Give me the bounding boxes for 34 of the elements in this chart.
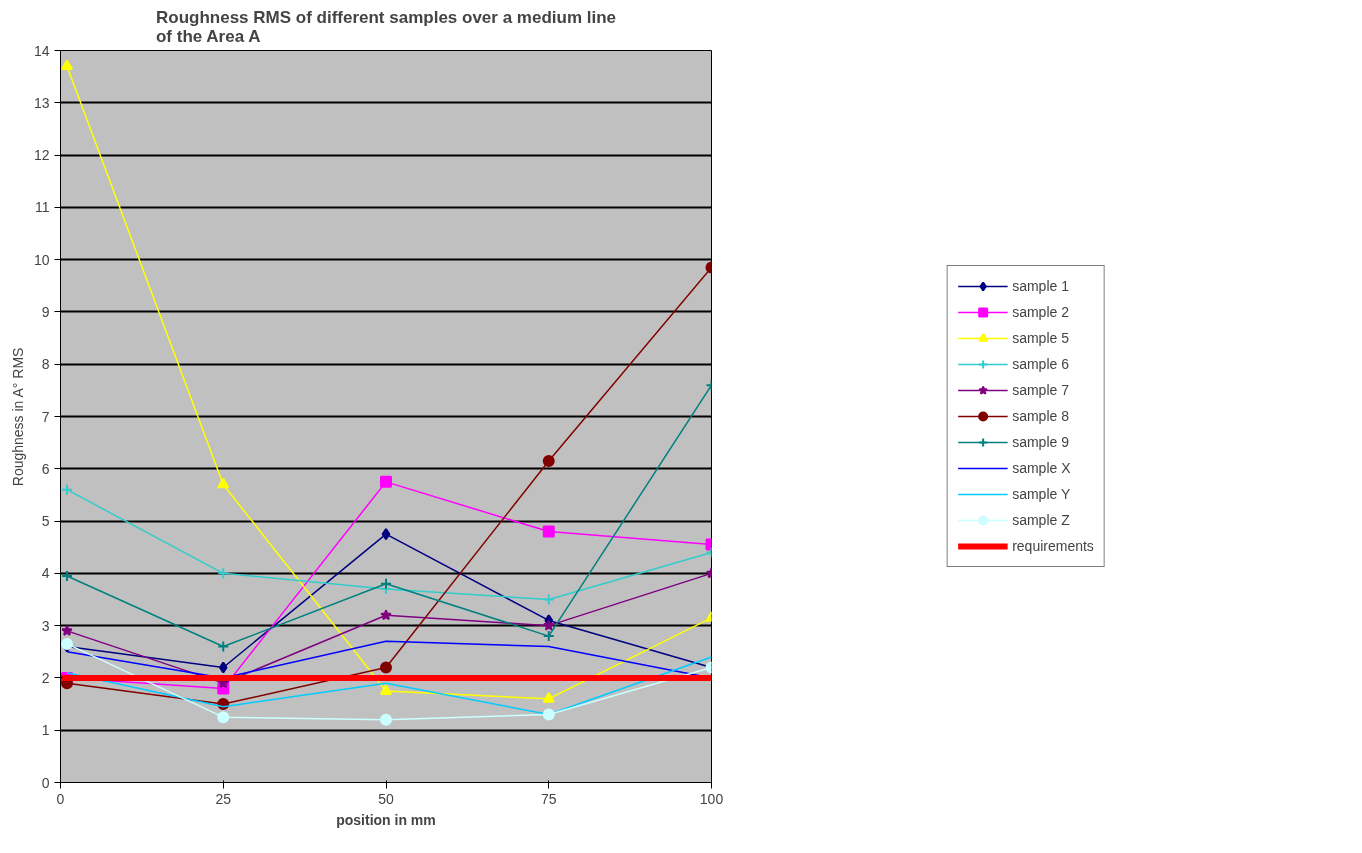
- y-tick-label: 0: [41, 774, 50, 791]
- legend-label: sample 9: [1012, 434, 1069, 450]
- legend-label: requirements: [1012, 538, 1094, 554]
- y-tick-label: 9: [41, 303, 50, 320]
- x-tick-label: 25: [215, 790, 232, 807]
- x-tick-label: 0: [56, 790, 65, 807]
- x-tick-label: 50: [378, 790, 394, 807]
- y-tick-label: 6: [41, 460, 50, 477]
- y-tick-label: 10: [33, 251, 50, 268]
- legend-label: sample 8: [1012, 408, 1069, 424]
- legend-label: sample 7: [1012, 382, 1069, 398]
- legend-label: sample X: [1012, 460, 1071, 476]
- legend-label: sample 1: [1012, 278, 1069, 294]
- y-axis-title: Roughness in A° RMS: [9, 347, 26, 487]
- legend-label: sample 2: [1012, 304, 1069, 320]
- legend-label: sample 6: [1012, 356, 1069, 372]
- y-tick-label: 13: [33, 94, 50, 111]
- x-tick-label: 75: [540, 790, 557, 807]
- legend-label: sample Z: [1012, 512, 1070, 528]
- y-tick-label: 8: [41, 356, 50, 373]
- x-axis-title: position in mm: [336, 811, 436, 828]
- y-tick-label: 5: [41, 513, 50, 530]
- y-tick-label: 2: [41, 669, 50, 686]
- y-tick-label: 14: [33, 42, 50, 59]
- chart-title: Roughness RMS of different samples over a medium line of the Area A: [155, 7, 617, 46]
- legend-label: sample Y: [1012, 486, 1071, 502]
- y-tick-label: 12: [33, 147, 50, 164]
- x-tick-label: 100: [699, 790, 724, 807]
- y-tick-label: 1: [41, 722, 50, 739]
- y-tick-label: 7: [41, 408, 50, 425]
- y-tick-label: 4: [41, 565, 50, 582]
- y-tick-label: 3: [41, 617, 50, 634]
- legend-label: sample 5: [1012, 330, 1069, 346]
- y-tick-label: 11: [34, 199, 50, 216]
